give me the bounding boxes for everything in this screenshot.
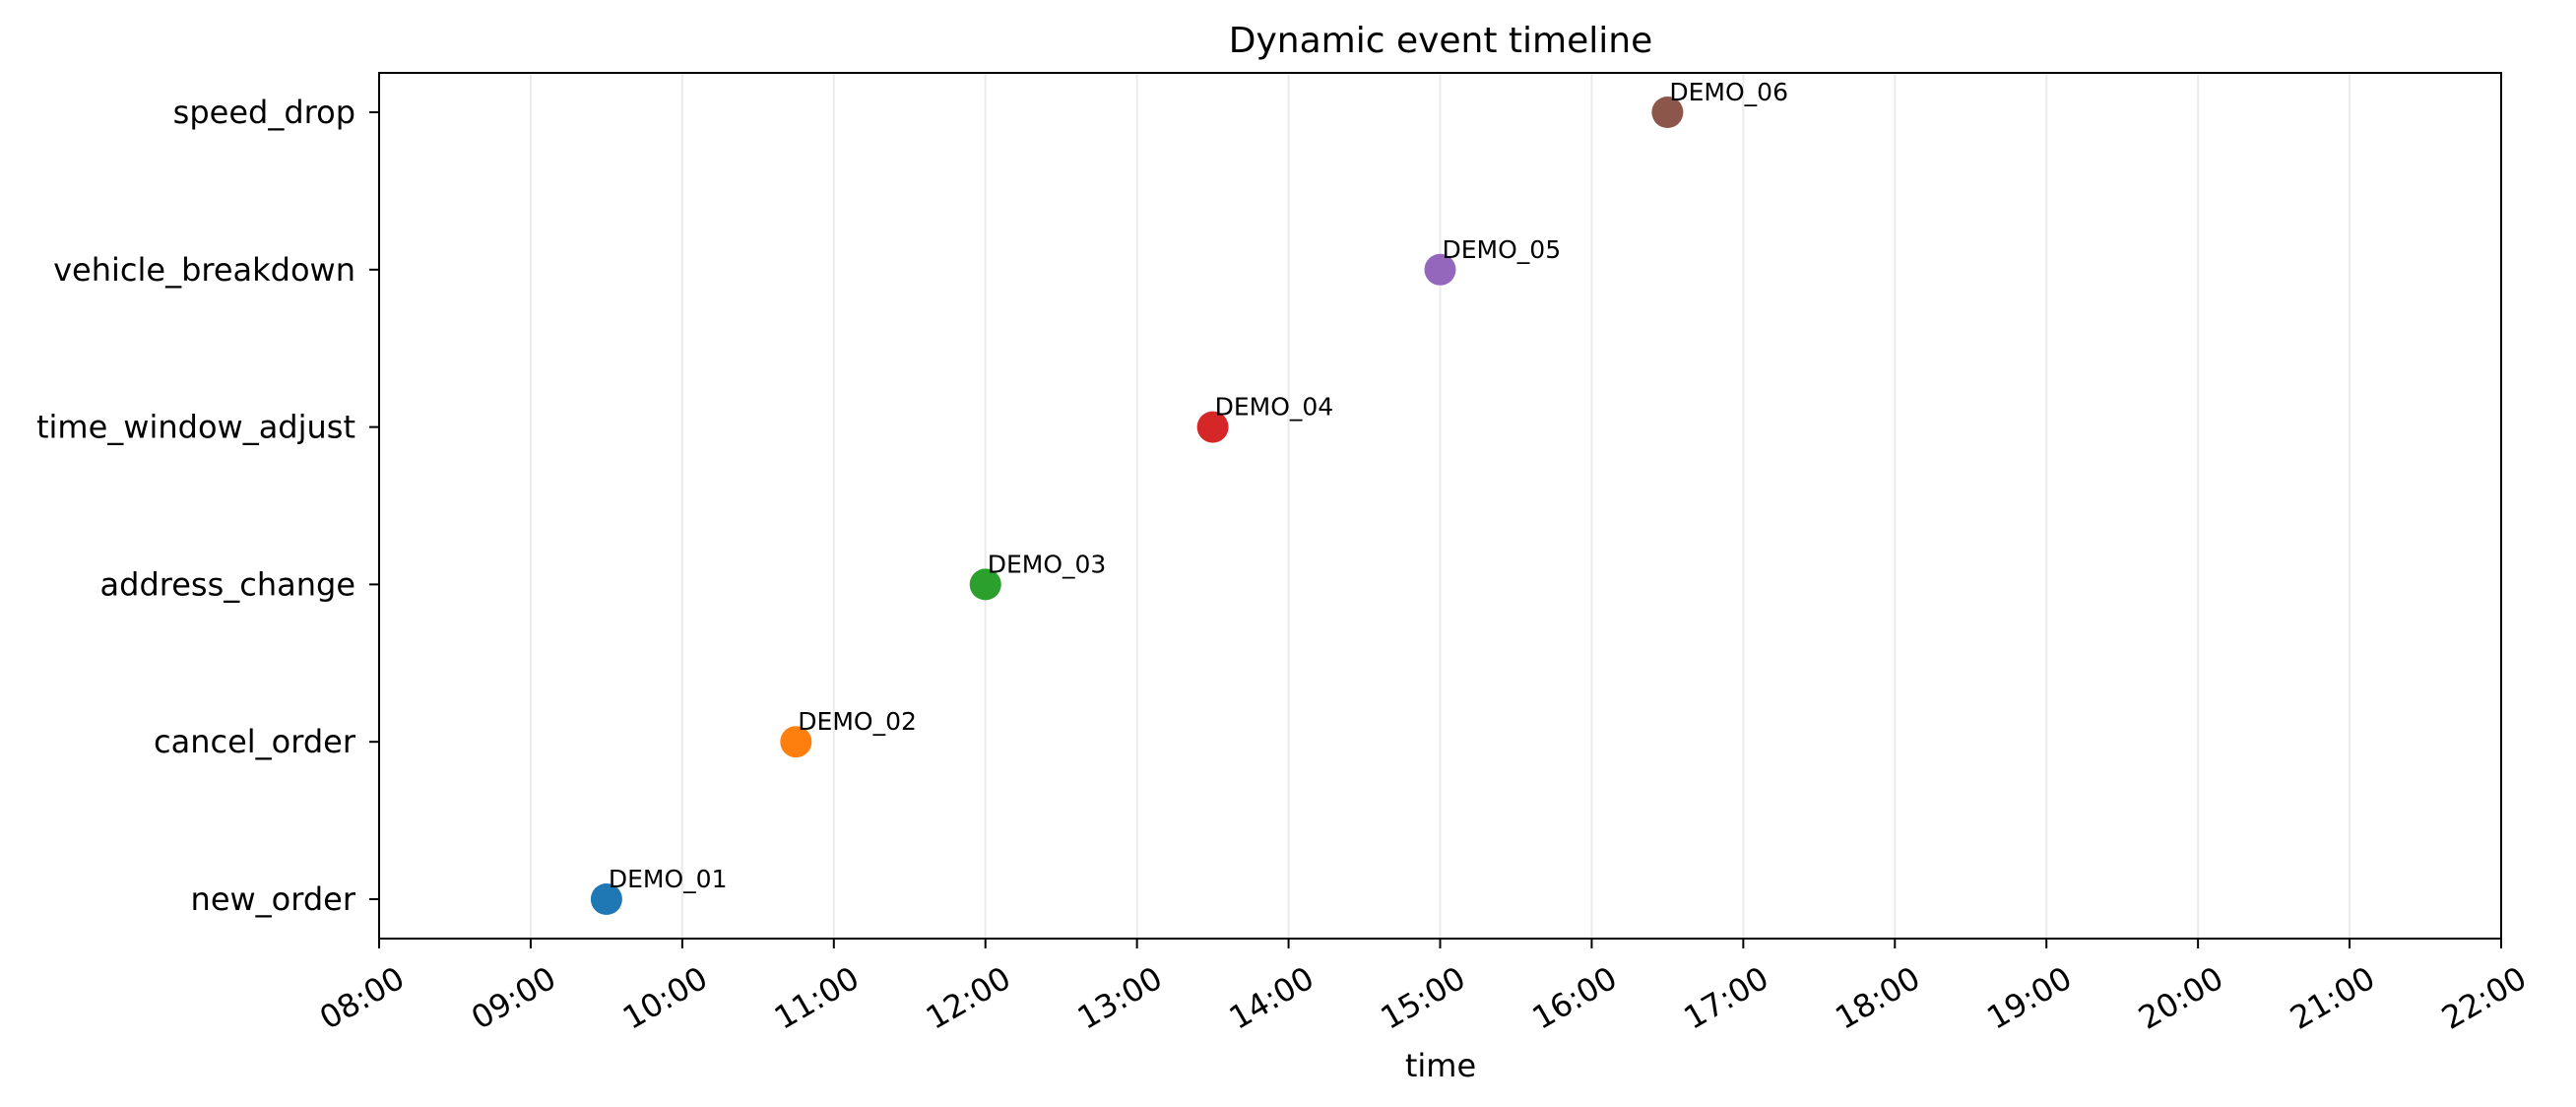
event-point-label: DEMO_06 xyxy=(1669,78,1788,106)
event-point-label: DEMO_04 xyxy=(1215,393,1334,422)
x-axis-label: time xyxy=(1405,1047,1476,1084)
event-point-label: DEMO_02 xyxy=(798,707,917,736)
event-point xyxy=(1651,97,1684,128)
event-point xyxy=(1196,411,1229,443)
event-point-label: DEMO_05 xyxy=(1443,235,1562,264)
event-point xyxy=(1424,253,1456,286)
event-point-label: DEMO_03 xyxy=(988,550,1107,578)
y-tick-label: cancel_order xyxy=(154,723,356,760)
event-point xyxy=(590,883,622,915)
data-points: DEMO_01 DEMO_02 DEMO_03 DEMO_04 DEMO_05 DEMO_… xyxy=(590,78,1788,915)
plot-frame xyxy=(378,72,2502,940)
axes xyxy=(369,72,2502,948)
y-tick-label: vehicle_breakdown xyxy=(53,251,355,289)
chart-title: Dynamic event timeline xyxy=(1229,21,1653,61)
event-point xyxy=(969,568,1001,601)
y-tick-label: address_change xyxy=(100,565,355,603)
event-point xyxy=(780,726,812,758)
y-tick-label: time_window_adjust xyxy=(36,409,355,446)
y-tick-label: speed_drop xyxy=(173,94,355,131)
event-point-label: DEMO_01 xyxy=(609,865,728,893)
y-tick-label: new_order xyxy=(191,880,356,918)
